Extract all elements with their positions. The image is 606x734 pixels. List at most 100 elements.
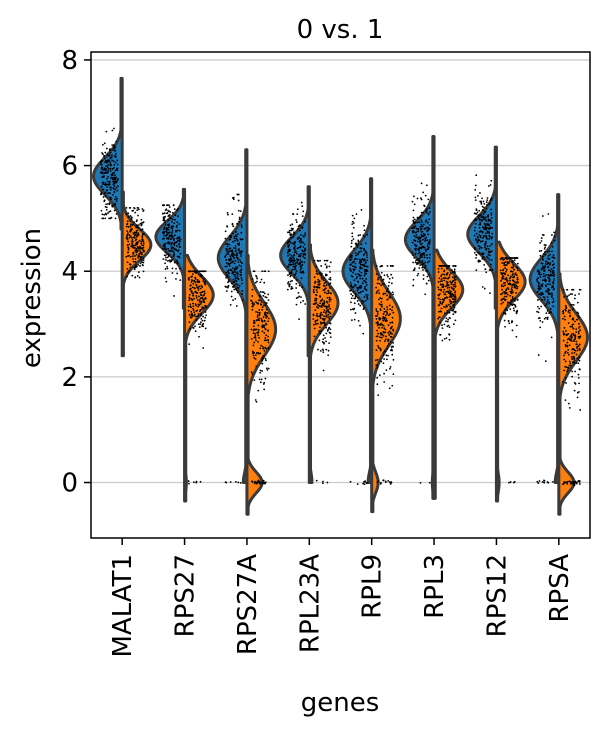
data-point [426, 239, 429, 242]
data-point [568, 406, 571, 409]
data-point [543, 247, 546, 250]
data-point [451, 287, 454, 290]
data-point [566, 345, 569, 348]
data-point [261, 308, 264, 311]
data-point [327, 354, 330, 357]
data-point [482, 252, 485, 255]
data-point [113, 191, 116, 194]
data-point [577, 373, 580, 376]
data-point [258, 309, 261, 311]
data-point [356, 258, 358, 260]
data-point [360, 250, 363, 253]
data-point [110, 186, 112, 189]
data-point [300, 252, 303, 255]
data-point [328, 300, 331, 303]
data-point [485, 220, 488, 222]
data-point [112, 183, 115, 185]
data-point [424, 237, 427, 240]
data-point [298, 295, 301, 298]
data-point [573, 356, 576, 359]
data-point [261, 370, 263, 372]
data-point [350, 297, 353, 300]
data-point [376, 322, 379, 325]
data-point [295, 270, 298, 273]
data-point [261, 345, 264, 348]
data-point [113, 127, 115, 130]
data-point [552, 480, 554, 483]
data-point [379, 339, 381, 342]
data-point [138, 254, 140, 257]
data-point [191, 313, 194, 316]
data-point [449, 300, 452, 303]
data-point [552, 269, 555, 272]
data-point [511, 270, 514, 273]
data-point [138, 276, 141, 279]
data-point [112, 204, 115, 207]
data-point [225, 276, 228, 279]
data-point [266, 368, 269, 371]
data-point [383, 307, 386, 310]
data-point [301, 286, 304, 289]
data-point [375, 310, 378, 312]
data-point [538, 286, 541, 288]
data-point [446, 284, 448, 287]
data-point [548, 250, 551, 253]
data-point [192, 292, 195, 295]
data-point [196, 278, 199, 281]
data-point [258, 378, 261, 381]
data-point [195, 284, 198, 287]
data-point [137, 214, 139, 217]
data-point [423, 266, 425, 269]
data-point [318, 330, 321, 333]
data-point [564, 399, 567, 401]
data-point [226, 225, 229, 228]
data-point [239, 210, 242, 213]
data-point [388, 304, 391, 307]
data-point [166, 231, 169, 234]
data-point [439, 333, 441, 336]
data-point [504, 308, 506, 311]
data-point [479, 240, 482, 243]
data-point [443, 288, 446, 291]
data-point [233, 268, 236, 271]
data-point [136, 242, 139, 244]
data-point [136, 250, 139, 253]
data-point [263, 304, 265, 307]
data-point [486, 223, 489, 226]
data-point [579, 409, 582, 411]
data-point [544, 275, 546, 278]
data-point [131, 274, 134, 277]
data-point [422, 235, 425, 238]
data-point [193, 297, 195, 300]
data-point [385, 290, 388, 293]
data-point [502, 269, 505, 272]
data-point [316, 259, 319, 262]
data-point [234, 234, 237, 237]
data-point [177, 207, 179, 210]
data-point [419, 254, 422, 257]
data-point [437, 294, 440, 296]
data-point [511, 297, 514, 300]
data-point [127, 251, 130, 254]
data-point [389, 308, 392, 311]
data-point [453, 268, 456, 271]
data-point [514, 305, 517, 307]
data-point [416, 259, 419, 262]
data-point [547, 273, 550, 276]
data-point [383, 318, 386, 321]
data-point [324, 324, 326, 326]
data-point [502, 275, 505, 278]
data-point [104, 217, 107, 220]
data-point [129, 223, 132, 226]
data-point [258, 336, 260, 339]
data-point [232, 198, 235, 201]
chart-title: 0 vs. 1 [297, 15, 384, 45]
data-point [443, 273, 446, 276]
data-point [265, 308, 268, 311]
data-point [233, 288, 236, 291]
data-point [264, 301, 267, 304]
data-point [227, 250, 230, 253]
data-point [131, 228, 134, 230]
data-point [553, 257, 556, 260]
data-point [444, 306, 447, 309]
